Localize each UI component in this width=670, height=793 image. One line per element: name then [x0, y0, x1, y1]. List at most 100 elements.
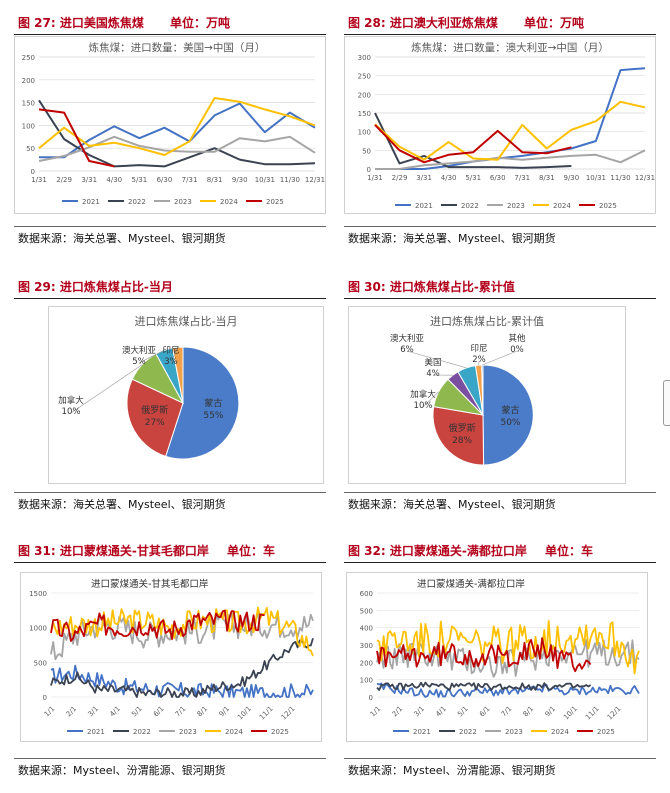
x-tick-label: 3/1	[86, 705, 100, 719]
y-tick-label: 100	[22, 122, 35, 130]
slice-value: 55%	[203, 411, 223, 421]
legend-label: 2022	[459, 728, 477, 736]
y-tick-label: 250	[358, 73, 371, 81]
x-tick-label: 7/1	[500, 705, 514, 719]
x-tick-label: 4/30	[441, 174, 457, 182]
series-line-2025	[50, 609, 265, 642]
source-rule	[14, 758, 326, 759]
x-tick-label: 11/30	[280, 176, 300, 184]
legend-label: 2021	[82, 198, 100, 206]
y-tick-label: 50	[362, 147, 371, 155]
x-tick-label: 2/1	[391, 705, 405, 719]
x-tick-label: 9/1	[543, 705, 557, 719]
x-tick-label: 11/1	[584, 705, 601, 722]
legend-label: 2022	[461, 202, 479, 210]
legend-label: 2022	[128, 198, 146, 206]
chart-title: 进口蒙煤通关-甘其毛都口岸	[91, 578, 209, 590]
source-note: 数据来源：海关总署、Mysteel、银河期货	[348, 232, 556, 245]
slice-name: 蒙古	[204, 397, 222, 409]
chart-box: 进口炼焦煤占比-累计值 蒙古 50% 俄罗斯 28% 加拿大 10% 美国 4% 澳大利亚 6% 印尼…	[348, 306, 626, 484]
legend-label: 2023	[174, 198, 192, 206]
leader-line	[170, 347, 179, 364]
y-tick-label: 200	[358, 91, 371, 99]
x-tick-label: 3/31	[81, 176, 97, 184]
pie-slice-蒙古	[165, 346, 240, 460]
legend-label: 2021	[87, 728, 105, 736]
y-tick-label: 150	[358, 110, 371, 118]
chart-title: 进口炼焦煤占比-累计值	[430, 314, 544, 328]
slice-name: 其他	[508, 333, 526, 344]
source-rule	[14, 226, 326, 227]
series-line-2025	[374, 124, 572, 164]
series-line-2024	[38, 97, 316, 156]
leader-line	[138, 350, 165, 364]
chart-title: 进口蒙煤通关-满都拉口岸	[417, 578, 525, 590]
chart-box: 炼焦煤：进口数量：澳大利亚→中国（月） 0 50 100 150 200 250 300 1/3…	[344, 36, 656, 214]
y-tick-label: 400	[360, 625, 373, 633]
y-tick-label: 300	[358, 54, 371, 62]
x-tick-label: 7/31	[182, 176, 198, 184]
series-line-2023	[38, 135, 316, 162]
x-tick-label: 11/1	[258, 705, 275, 722]
slice-name: 印尼	[470, 343, 487, 354]
x-tick-label: 4/1	[434, 705, 448, 719]
x-tick-label: 3/1	[412, 705, 426, 719]
chart-box: 进口炼焦煤占比-当月 蒙古 55% 俄罗斯 27% 加拿大 10% 澳大利亚 5% 印尼 3%	[48, 306, 324, 484]
slice-value: 2%	[472, 355, 486, 365]
series-line-2022	[50, 637, 314, 698]
source-rule	[344, 758, 656, 759]
x-tick-label: 5/31	[465, 174, 481, 182]
legend-label: 2025	[597, 728, 615, 736]
x-tick-label: 12/1	[606, 705, 623, 722]
x-tick-label: 10/1	[236, 705, 253, 722]
legend-label: 2021	[413, 728, 431, 736]
x-tick-label: 7/31	[514, 174, 530, 182]
chart-box: 进口蒙煤通关-甘其毛都口岸 0 500 1000 1500 1/1 2/1 3/1 4/1 5/1…	[20, 572, 322, 742]
series-line-2024	[376, 620, 640, 675]
x-tick-label: 1/31	[31, 176, 47, 184]
slice-name: 印尼	[162, 345, 179, 356]
y-tick-label: 500	[360, 607, 373, 615]
x-tick-label: 5/1	[456, 705, 470, 719]
slice-value: 6%	[400, 345, 414, 355]
y-tick-label: 0	[367, 166, 371, 174]
series-line-2023	[375, 149, 646, 170]
unit-label: 单位：车	[545, 544, 594, 558]
source-note: 数据来源：海关总署、Mysteel、银河期货	[18, 498, 226, 511]
slice-value: 4%	[426, 369, 440, 379]
unit-label: 单位：万吨	[170, 16, 231, 30]
legend-label: 2024	[220, 198, 238, 206]
x-tick-label: 6/30	[490, 174, 506, 182]
pie-slice-俄罗斯	[432, 406, 485, 466]
x-tick-label: 12/31	[635, 174, 655, 182]
x-tick-label: 1/31	[367, 174, 383, 182]
figure-title-text: 图 28: 进口澳大利亚炼焦煤	[348, 16, 498, 30]
slice-name: 俄罗斯	[141, 404, 168, 416]
source-rule	[344, 226, 656, 227]
chart-box: 进口蒙煤通关-满都拉口岸 0 100 200 300 400 500 600 1/1 2/1 3/1…	[346, 572, 648, 742]
slice-name: 蒙古	[501, 404, 519, 416]
leader-line	[482, 350, 518, 366]
y-tick-label: 1500	[29, 590, 47, 598]
figure-title: 图 28: 进口澳大利亚炼焦煤 单位：万吨	[348, 14, 584, 31]
pie-slice-蒙古	[482, 364, 534, 466]
side-scroll-tab[interactable]	[663, 380, 670, 426]
y-tick-label: 0	[43, 694, 47, 702]
slice-value: 28%	[452, 436, 472, 446]
leader-line	[406, 350, 467, 369]
x-tick-label: 9/1	[217, 705, 231, 719]
series-line-2022	[38, 99, 316, 168]
title-rule	[14, 34, 326, 35]
figure-title: 图 30: 进口炼焦煤占比-累计值	[348, 280, 515, 294]
y-tick-label: 300	[360, 642, 373, 650]
slice-name: 俄罗斯	[449, 422, 476, 434]
x-tick-label: 8/31	[207, 176, 223, 184]
line-chart-mandula: 进口蒙煤通关-满都拉口岸 0 100 200 300 400 500 600 1/1 2/1 3/1…	[360, 578, 640, 736]
series-line-2021	[375, 67, 646, 170]
legend-label: 2023	[179, 728, 197, 736]
x-tick-label: 9/30	[232, 176, 248, 184]
legend-label: 2024	[553, 202, 571, 210]
slice-name: 美国	[424, 357, 441, 368]
